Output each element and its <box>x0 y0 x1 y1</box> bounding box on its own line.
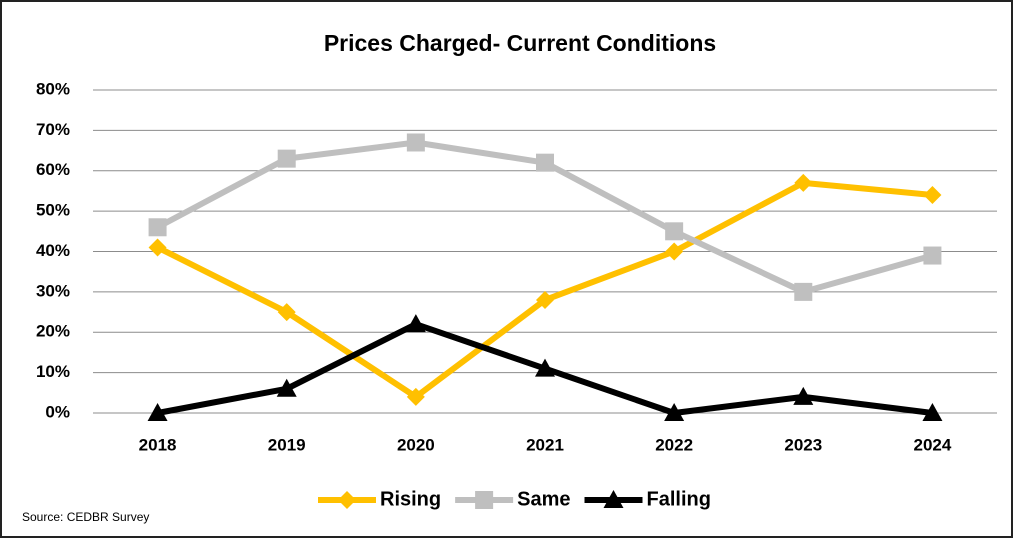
data-point <box>405 314 426 333</box>
data-point <box>276 378 297 397</box>
data-point <box>277 149 296 168</box>
legend-label: Rising <box>380 488 441 510</box>
source-note: Source: CEDBR Survey <box>22 510 149 524</box>
data-point <box>794 173 813 192</box>
legend-marker <box>338 491 356 509</box>
data-point <box>794 282 813 301</box>
data-point <box>147 403 168 421</box>
y-tick-label: 40% <box>36 241 70 260</box>
legend-label: Falling <box>647 488 711 510</box>
data-point <box>277 303 296 322</box>
x-tick-label: 2019 <box>268 435 306 454</box>
data-point <box>922 403 943 421</box>
y-tick-label: 20% <box>36 322 70 341</box>
data-point <box>664 403 685 421</box>
chart-title: Prices Charged- Current Conditions <box>324 30 716 56</box>
data-point <box>923 185 942 204</box>
data-point <box>148 218 167 237</box>
legend-label: Same <box>517 488 570 510</box>
x-tick-label: 2020 <box>397 435 435 454</box>
data-point <box>793 386 814 405</box>
x-tick-label: 2023 <box>784 435 822 454</box>
data-point <box>406 387 425 406</box>
y-tick-label: 30% <box>36 281 70 300</box>
data-point <box>665 222 684 241</box>
data-point <box>536 153 554 172</box>
x-tick-label: 2018 <box>139 435 177 454</box>
legend-marker <box>475 491 494 509</box>
legend-marker <box>603 490 624 508</box>
y-tick-label: 70% <box>36 120 70 139</box>
data-point <box>535 358 555 377</box>
x-tick-label: 2022 <box>655 435 693 454</box>
data-point <box>148 238 167 257</box>
data-point <box>923 246 942 265</box>
x-tick-label: 2024 <box>914 435 952 454</box>
y-tick-label: 60% <box>36 160 70 179</box>
y-tick-label: 80% <box>36 79 70 98</box>
x-tick-label: 2021 <box>526 435 564 454</box>
y-tick-label: 10% <box>36 362 70 381</box>
data-point <box>665 242 684 261</box>
y-tick-label: 50% <box>36 201 70 220</box>
data-point <box>406 133 425 152</box>
data-point <box>536 290 554 309</box>
y-tick-label: 0% <box>45 402 70 421</box>
